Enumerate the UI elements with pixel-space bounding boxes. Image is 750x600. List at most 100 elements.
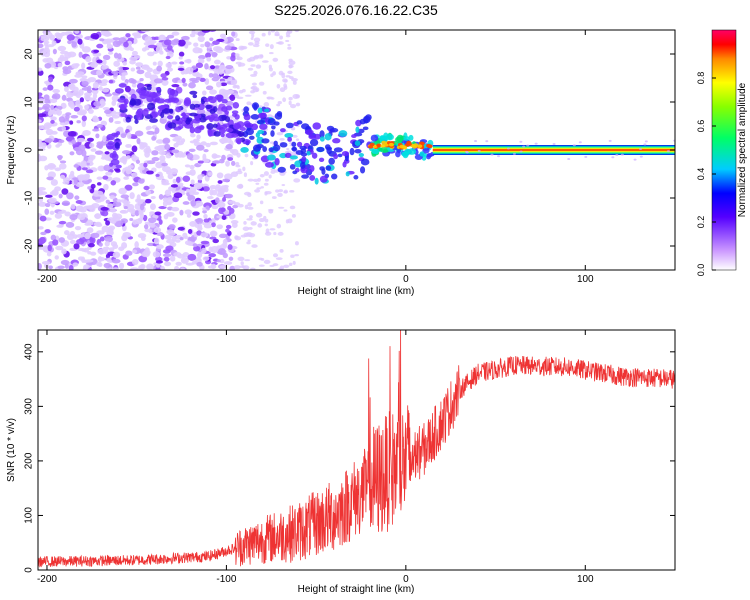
- noise-speck: [124, 184, 133, 191]
- noise-speck: [257, 54, 264, 59]
- noise-speck: [187, 194, 196, 202]
- noise-speck: [572, 144, 576, 147]
- doppler-track-blob: [129, 98, 136, 106]
- doppler-track-blob: [331, 173, 338, 180]
- doppler-track-blob: [319, 175, 328, 183]
- noise-speck: [165, 245, 174, 252]
- noise-speck: [96, 69, 103, 76]
- noise-speck: [142, 214, 148, 222]
- doppler-track-blob: [167, 97, 177, 103]
- noise-speck: [264, 178, 269, 182]
- noise-speck: [48, 76, 54, 83]
- noise-speck: [85, 169, 94, 174]
- doppler-track-blob: [319, 130, 325, 138]
- noise-speck: [196, 252, 203, 259]
- noise-speck: [279, 87, 286, 93]
- noise-speck: [49, 98, 58, 104]
- noise-speck: [57, 210, 66, 215]
- noise-speck: [38, 201, 47, 207]
- noise-speck: [127, 164, 134, 169]
- snr-panel: -200 -100 0 100 0 100 200 300 400 Height of str…: [6, 329, 676, 595]
- noise-speck: [211, 76, 220, 82]
- noise-speck: [175, 261, 182, 266]
- noise-speck: [89, 62, 98, 68]
- noise-speck: [112, 37, 120, 41]
- doppler-track-blob: [270, 130, 275, 137]
- noise-speck: [282, 97, 287, 103]
- noise-speck: [209, 89, 217, 95]
- doppler-track-blob: [333, 153, 339, 160]
- doppler-track-blob: [259, 123, 268, 130]
- noise-speck: [140, 235, 146, 242]
- noise-speck: [61, 94, 67, 101]
- noise-speck: [136, 137, 141, 145]
- noise-speck: [225, 89, 235, 95]
- doppler-track-blob: [355, 126, 360, 134]
- noise-speck: [186, 58, 192, 64]
- noise-speck: [189, 164, 195, 170]
- noise-speck: [43, 99, 52, 104]
- doppler-track-blob: [149, 118, 158, 123]
- noise-speck: [121, 242, 128, 249]
- noise-speck: [102, 246, 110, 251]
- noise-speck: [281, 73, 286, 79]
- noise-speck: [69, 120, 74, 125]
- noise-speck: [43, 40, 50, 45]
- noise-speck: [217, 188, 225, 196]
- noise-speck: [178, 56, 183, 60]
- doppler-track-blob: [287, 136, 292, 142]
- noise-speck: [211, 73, 219, 78]
- doppler-track-blob: [171, 89, 179, 97]
- noise-speck: [81, 62, 86, 70]
- noise-speck: [43, 94, 50, 101]
- noise-speck: [212, 154, 221, 158]
- noise-speck: [512, 152, 516, 155]
- noise-speck: [223, 261, 233, 265]
- noise-speck: [155, 244, 164, 250]
- noise-speck: [242, 226, 250, 231]
- noise-speck: [253, 70, 258, 76]
- noise-speck: [111, 100, 117, 106]
- noise-speck: [50, 234, 57, 241]
- doppler-track-blob: [319, 136, 325, 142]
- snr-y-axis: 0 100 200 300 400: [24, 343, 675, 573]
- noise-speck: [267, 208, 274, 212]
- noise-speck: [55, 144, 61, 148]
- noise-speck: [615, 154, 619, 157]
- noise-speck: [192, 211, 200, 216]
- noise-speck: [264, 223, 268, 227]
- noise-speck: [182, 175, 191, 183]
- noise-speck: [182, 82, 188, 87]
- noise-speck: [276, 131, 284, 136]
- noise-speck: [155, 45, 163, 53]
- noise-speck: [270, 170, 276, 174]
- noise-speck: [160, 73, 167, 79]
- noise-speck: [198, 54, 206, 60]
- noise-speck: [269, 264, 275, 267]
- noise-speck: [69, 214, 78, 221]
- noise-speck: [261, 32, 266, 37]
- colorbar-tick-label: 0.6: [696, 120, 706, 133]
- noise-speck: [283, 79, 288, 83]
- noise-speck: [228, 256, 234, 261]
- noise-speck: [163, 39, 173, 46]
- noise-speck: [225, 193, 234, 199]
- noise-speck: [182, 252, 190, 258]
- noise-speck: [50, 104, 55, 110]
- noise-speck: [231, 160, 236, 166]
- noise-speck: [65, 221, 75, 228]
- doppler-track-blob: [257, 107, 263, 114]
- noise-speck: [93, 101, 102, 107]
- noise-speck: [163, 213, 169, 220]
- noise-speck: [138, 265, 145, 270]
- noise-speck: [639, 155, 643, 158]
- doppler-track-blob: [192, 94, 198, 99]
- doppler-track-blob: [243, 113, 251, 121]
- noise-speck: [162, 200, 168, 208]
- doppler-track-blob: [106, 133, 115, 141]
- noise-speck: [74, 74, 83, 78]
- noise-speck: [60, 174, 66, 179]
- noise-speck: [465, 151, 469, 154]
- noise-speck: [65, 112, 72, 116]
- noise-speck: [84, 232, 91, 240]
